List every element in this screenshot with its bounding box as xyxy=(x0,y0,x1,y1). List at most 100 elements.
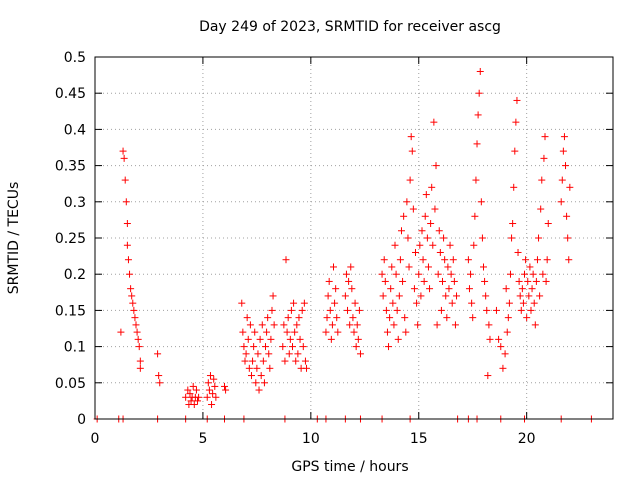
data-point xyxy=(421,212,429,220)
x-tick-label: 10 xyxy=(302,431,320,447)
data-point xyxy=(558,176,566,184)
data-point xyxy=(464,256,472,264)
data-point xyxy=(429,241,437,249)
data-point xyxy=(333,314,341,322)
data-point xyxy=(465,285,473,293)
data-point xyxy=(257,372,265,380)
data-point xyxy=(269,292,277,300)
data-point xyxy=(566,183,574,191)
data-point xyxy=(349,314,357,322)
data-point xyxy=(404,234,412,242)
data-point xyxy=(211,382,219,390)
data-point xyxy=(155,372,163,380)
data-point xyxy=(504,314,512,322)
data-point xyxy=(527,306,535,314)
data-point xyxy=(282,256,290,264)
data-point xyxy=(563,212,571,220)
data-point xyxy=(396,256,404,264)
data-point xyxy=(131,314,139,322)
data-point xyxy=(325,277,333,285)
data-point xyxy=(299,343,307,351)
data-point xyxy=(481,277,489,285)
data-point xyxy=(187,397,195,405)
data-point xyxy=(135,343,143,351)
data-point xyxy=(260,379,268,387)
data-point xyxy=(332,285,340,293)
data-point xyxy=(287,306,295,314)
data-point xyxy=(262,343,270,351)
data-point xyxy=(510,183,518,191)
data-point xyxy=(283,328,291,336)
data-point xyxy=(244,335,252,343)
data-point xyxy=(409,205,417,213)
data-point xyxy=(509,220,517,228)
data-point xyxy=(154,350,162,358)
data-point xyxy=(484,372,492,380)
data-point xyxy=(451,321,459,329)
data-point xyxy=(499,364,507,372)
data-point xyxy=(397,227,405,235)
data-point xyxy=(433,321,441,329)
data-point xyxy=(280,321,288,329)
data-point xyxy=(383,328,391,336)
data-point xyxy=(422,191,430,199)
data-point xyxy=(393,306,401,314)
data-point xyxy=(134,335,142,343)
y-axis-label: SRMTID / TECUs xyxy=(6,182,22,295)
data-point xyxy=(341,292,349,300)
data-point xyxy=(258,321,266,329)
data-point xyxy=(505,299,513,307)
data-point xyxy=(355,306,363,314)
data-point xyxy=(286,335,294,343)
data-point xyxy=(243,314,251,322)
data-point xyxy=(478,234,486,242)
data-point xyxy=(264,314,272,322)
data-point xyxy=(256,335,264,343)
data-point xyxy=(350,328,358,336)
data-point xyxy=(294,350,302,358)
data-point xyxy=(121,176,129,184)
data-point xyxy=(475,89,483,97)
data-point xyxy=(206,372,214,380)
data-point xyxy=(390,321,398,329)
data-point xyxy=(434,270,442,278)
data-point xyxy=(241,357,249,365)
data-point xyxy=(514,248,522,256)
data-point xyxy=(123,220,131,228)
data-point xyxy=(186,390,194,398)
data-point xyxy=(391,241,399,249)
data-point xyxy=(253,364,261,372)
data-point xyxy=(252,379,260,387)
data-point xyxy=(442,292,450,300)
data-point xyxy=(331,299,339,307)
data-point xyxy=(513,96,521,104)
axis-ticks: 0 0.05 0.1 0.15 0.2 0.25 0.3 0.35 0.4 0.45 0.5 0 5 10… xyxy=(55,50,613,447)
data-point xyxy=(410,285,418,293)
data-point xyxy=(474,111,482,119)
y-tick-label: 0.4 xyxy=(64,122,86,138)
data-point xyxy=(430,118,438,126)
data-point xyxy=(399,277,407,285)
y-tick-label: 0.35 xyxy=(55,159,86,175)
data-point xyxy=(296,335,304,343)
data-point xyxy=(446,241,454,249)
data-point xyxy=(242,350,250,358)
data-point xyxy=(239,328,247,336)
data-point xyxy=(238,299,246,307)
data-point xyxy=(395,292,403,300)
data-point xyxy=(385,343,393,351)
data-point xyxy=(208,401,216,409)
data-point xyxy=(535,234,543,242)
data-point xyxy=(469,314,477,322)
data-point xyxy=(387,285,395,293)
data-point xyxy=(212,393,220,401)
data-point xyxy=(502,285,510,293)
data-point xyxy=(255,386,263,394)
data-point xyxy=(470,241,478,249)
data-point xyxy=(486,335,494,343)
data-point xyxy=(443,314,451,322)
data-point xyxy=(495,335,503,343)
data-point xyxy=(322,328,330,336)
data-point xyxy=(184,386,192,394)
data-point xyxy=(412,248,420,256)
